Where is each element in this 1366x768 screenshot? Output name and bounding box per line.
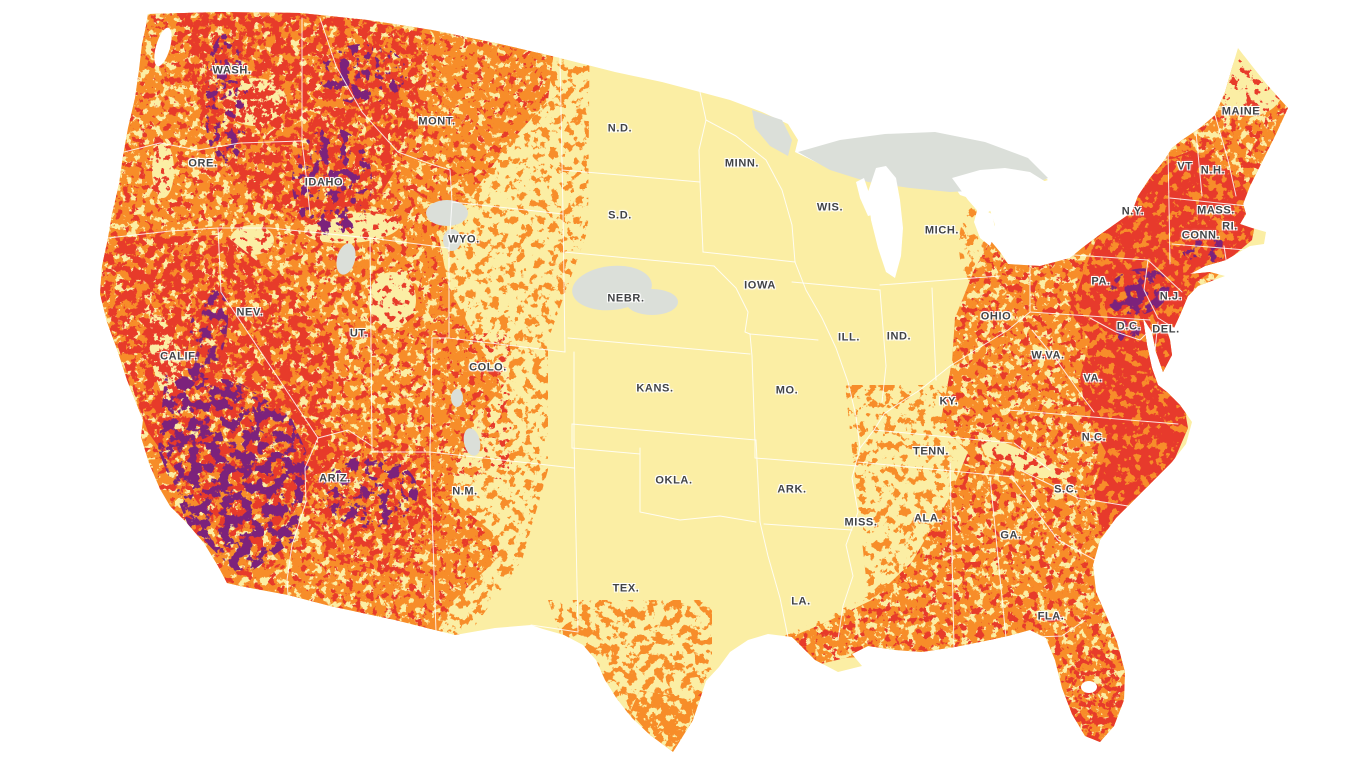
state-label-va: VA. xyxy=(1083,372,1103,385)
state-label-ut: UT. xyxy=(349,327,369,340)
state-label-ohio: OHIO xyxy=(980,310,1012,323)
state-label-wash: WASH. xyxy=(212,64,252,77)
east-zone-layer xyxy=(692,56,1288,752)
state-label-calif: CALIF. xyxy=(160,350,198,363)
state-label-wyo: WYO. xyxy=(448,233,480,246)
state-label-tex: TEX. xyxy=(612,582,640,595)
purple-hotspots-west xyxy=(158,34,418,578)
state-label-wva: W.VA. xyxy=(1031,349,1065,362)
state-label-idaho: IDAHO xyxy=(304,176,344,189)
state-label-tenn: TENN. xyxy=(913,445,949,458)
state-label-dc: D.C. xyxy=(1116,320,1142,333)
state-label-fla: FLA. xyxy=(1037,610,1065,623)
state-label-conn: CONN. xyxy=(1181,229,1221,242)
state-label-mo: MO. xyxy=(775,384,799,397)
state-label-mass: MASS. xyxy=(1197,204,1235,217)
state-label-ga: GA. xyxy=(1000,529,1022,542)
puget-sound xyxy=(154,27,172,67)
lake-michigan xyxy=(868,166,903,278)
state-label-ky: KY. xyxy=(939,395,959,408)
state-label-nd: N.D. xyxy=(607,122,633,135)
state-label-mich: MICH. xyxy=(924,224,960,237)
state-label-vt: VT xyxy=(1177,160,1193,173)
state-label-sd: S.D. xyxy=(608,209,632,222)
state-label-ri: RI. xyxy=(1222,220,1238,233)
state-label-maine: MAINE xyxy=(1221,105,1261,118)
state-label-mont: MONT. xyxy=(418,115,456,128)
state-label-pa: PA. xyxy=(1091,275,1111,288)
state-label-nebr: NEBR. xyxy=(607,292,645,305)
lake-okeechobee xyxy=(1081,681,1097,693)
state-label-nh: N.H. xyxy=(1200,164,1226,177)
state-label-ill: ILL. xyxy=(838,331,860,344)
state-label-ariz: ARIZ. xyxy=(319,472,351,485)
state-label-kans: KANS. xyxy=(636,382,674,395)
state-label-ark: ARK. xyxy=(777,483,807,496)
state-label-wis: WIS. xyxy=(816,201,844,214)
lake-st-clair xyxy=(974,207,996,246)
lakes-layer xyxy=(154,27,1097,693)
state-label-nev: NEV. xyxy=(236,306,264,319)
state-label-ind: IND. xyxy=(886,330,912,343)
state-label-colo: COLO. xyxy=(469,361,507,374)
state-label-nj: N.J. xyxy=(1159,290,1183,303)
green-bay xyxy=(856,178,876,216)
state-label-la: LA. xyxy=(791,595,811,608)
state-label-ore: ORE. xyxy=(188,157,218,170)
state-label-nc: N.C. xyxy=(1081,431,1107,444)
state-label-sc: S.C. xyxy=(1054,483,1078,496)
state-borders-layer xyxy=(107,17,1249,649)
state-label-okla: OKLA. xyxy=(655,474,693,487)
state-label-minn: MINN. xyxy=(724,157,760,170)
lake-huron xyxy=(952,168,1046,216)
state-label-nm: N.M. xyxy=(452,485,478,498)
state-label-miss: MISS. xyxy=(844,516,878,529)
state-label-del: DEL. xyxy=(1152,323,1180,336)
purple-hotspots-east xyxy=(1106,237,1230,344)
state-label-iowa: IOWA xyxy=(744,279,776,292)
state-label-ny: N.Y. xyxy=(1121,205,1145,218)
state-label-ala: ALA. xyxy=(913,512,943,525)
